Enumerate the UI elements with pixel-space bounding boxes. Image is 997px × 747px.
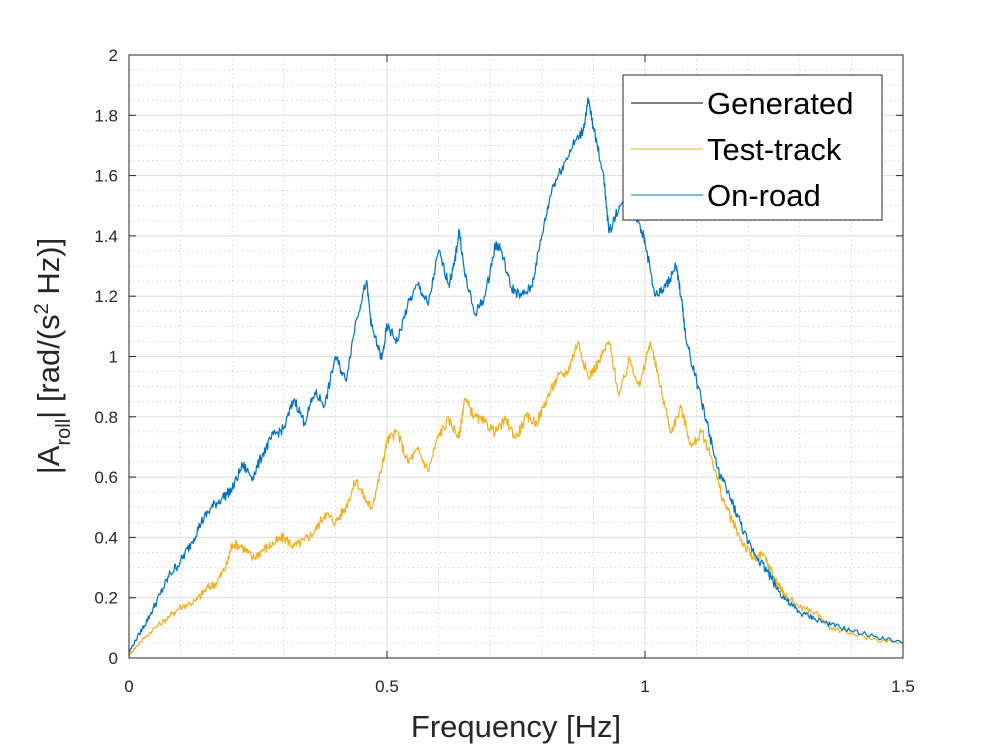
x-tick-label: 0.5 <box>375 677 399 696</box>
y-tick-label: 0.6 <box>94 468 118 487</box>
y-tick-label: 0 <box>109 649 118 668</box>
y-axis-label: |Aroll| [rad/(s2 Hz)] <box>31 238 75 475</box>
legend-label-test-track: Test-track <box>707 132 842 167</box>
y-tick-label: 0.4 <box>94 528 118 547</box>
y-tick-label: 0.2 <box>94 589 118 608</box>
series-line-test-track <box>128 340 904 656</box>
x-tick-label: 1.5 <box>891 677 915 696</box>
y-tick-label: 1.2 <box>94 287 118 306</box>
x-axis-label: Frequency [Hz] <box>411 709 621 744</box>
tick-marks <box>128 54 904 659</box>
y-tick-label: 1.6 <box>94 167 118 186</box>
series-line-on-road <box>128 96 904 653</box>
y-tick-label: 1.8 <box>94 106 118 125</box>
x-tick-label: 0 <box>124 677 133 696</box>
legend: Generated Test-track On-road <box>622 74 883 221</box>
legend-box <box>622 74 883 221</box>
y-tick-label: 1.4 <box>94 227 118 246</box>
y-tick-label: 0.8 <box>94 408 118 427</box>
x-tick-labels: 0 0.5 1 1.5 <box>124 677 915 696</box>
series-layer <box>128 96 904 656</box>
y-tick-label: 2 <box>109 46 118 65</box>
legend-label-on-road: On-road <box>707 178 821 213</box>
legend-label-generated: Generated <box>707 86 854 121</box>
x-tick-label: 1 <box>640 677 649 696</box>
y-tick-label: 1 <box>109 348 118 367</box>
y-tick-labels: 0 0.2 0.4 0.6 0.8 1 1.2 1.4 1.6 1.8 2 <box>94 46 118 668</box>
